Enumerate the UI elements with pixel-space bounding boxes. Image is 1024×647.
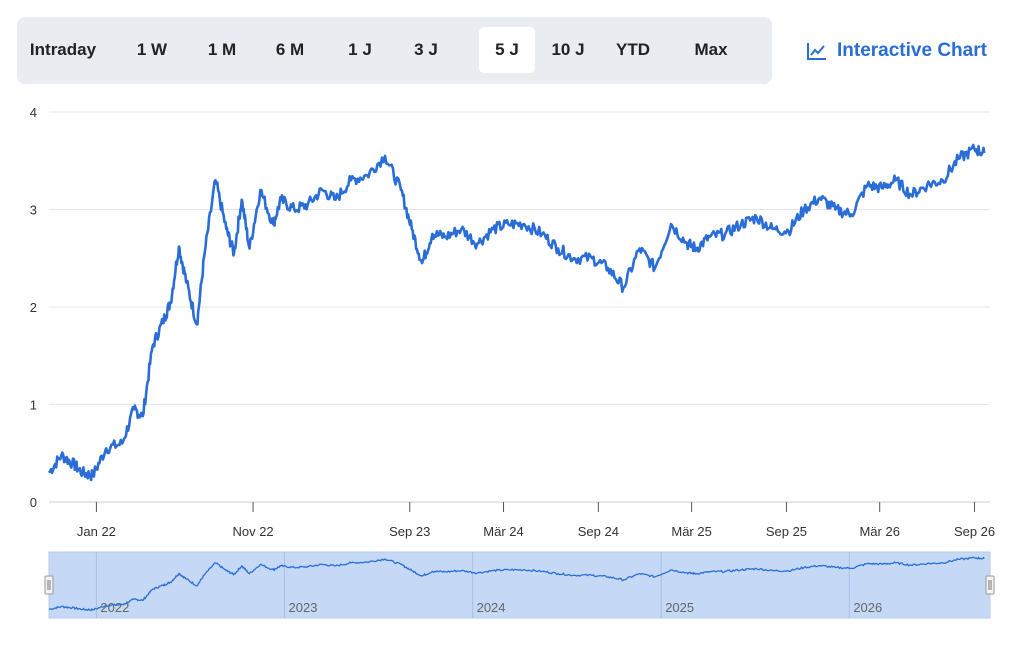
navigator-handle-right[interactable] [985, 575, 995, 595]
line-chart-icon [807, 43, 826, 60]
x-tick-label: Nov 22 [232, 524, 273, 539]
range-selector: Intraday 1 W 1 M 6 M 1 J 3 J 5 J 10 J YTD Max [17, 17, 772, 84]
navigator-year-label: 2023 [289, 600, 318, 615]
navigator-year-label: 2022 [100, 600, 129, 615]
price-line [47, 143, 986, 482]
x-tick-label: Mär 24 [483, 524, 523, 539]
x-tick-label: Sep 23 [389, 524, 430, 539]
range-navigator[interactable]: 2022 2023 2024 2025 2026 [0, 548, 1024, 624]
navigator-year-label: 2026 [853, 600, 882, 615]
range-button-1-j[interactable]: 1 J [348, 40, 372, 59]
range-button-5-j[interactable]: 5 J [479, 27, 535, 73]
y-tick-label: 0 [30, 495, 37, 510]
y-tick-label: 1 [30, 398, 37, 413]
x-tick-label: Sep 26 [954, 524, 995, 539]
navigator-line [48, 556, 985, 612]
range-button-intraday[interactable]: Intraday [29, 40, 97, 59]
x-tick-label: Jan 22 [77, 524, 116, 539]
range-button-ytd[interactable]: YTD [616, 40, 650, 59]
range-button-3-j[interactable]: 3 J [414, 40, 438, 59]
y-tick-label: 4 [30, 105, 37, 120]
range-button-max[interactable]: Max [694, 40, 728, 59]
interactive-chart-link[interactable]: Interactive Chart [806, 36, 987, 66]
y-tick-label: 2 [30, 300, 37, 315]
navigator-year-label: 2024 [477, 600, 506, 615]
interactive-chart-label: Interactive Chart [837, 40, 987, 61]
x-tick-label: Mär 26 [859, 524, 899, 539]
range-button-6-m[interactable]: 6 M [275, 40, 305, 59]
navigator-handle-left[interactable] [44, 575, 54, 595]
range-button-10-j[interactable]: 10 J [551, 40, 585, 59]
y-tick-label: 3 [30, 203, 37, 218]
handle-body [985, 575, 995, 595]
handle-body [44, 575, 54, 595]
navigator-year-label: 2025 [665, 600, 694, 615]
x-tick-label: Sep 24 [578, 524, 619, 539]
navigator-selection [48, 551, 991, 619]
price-chart[interactable]: 0 1 2 3 4 Jan 22 Nov 22 Sep 23 Mär 24 Sep 24 Mär 2… [0, 95, 1024, 545]
x-tick-label: Sep 25 [766, 524, 807, 539]
range-button-1-w[interactable]: 1 W [136, 40, 168, 59]
range-button-1-m[interactable]: 1 M [207, 40, 237, 59]
x-tick-label: Mär 25 [671, 524, 711, 539]
